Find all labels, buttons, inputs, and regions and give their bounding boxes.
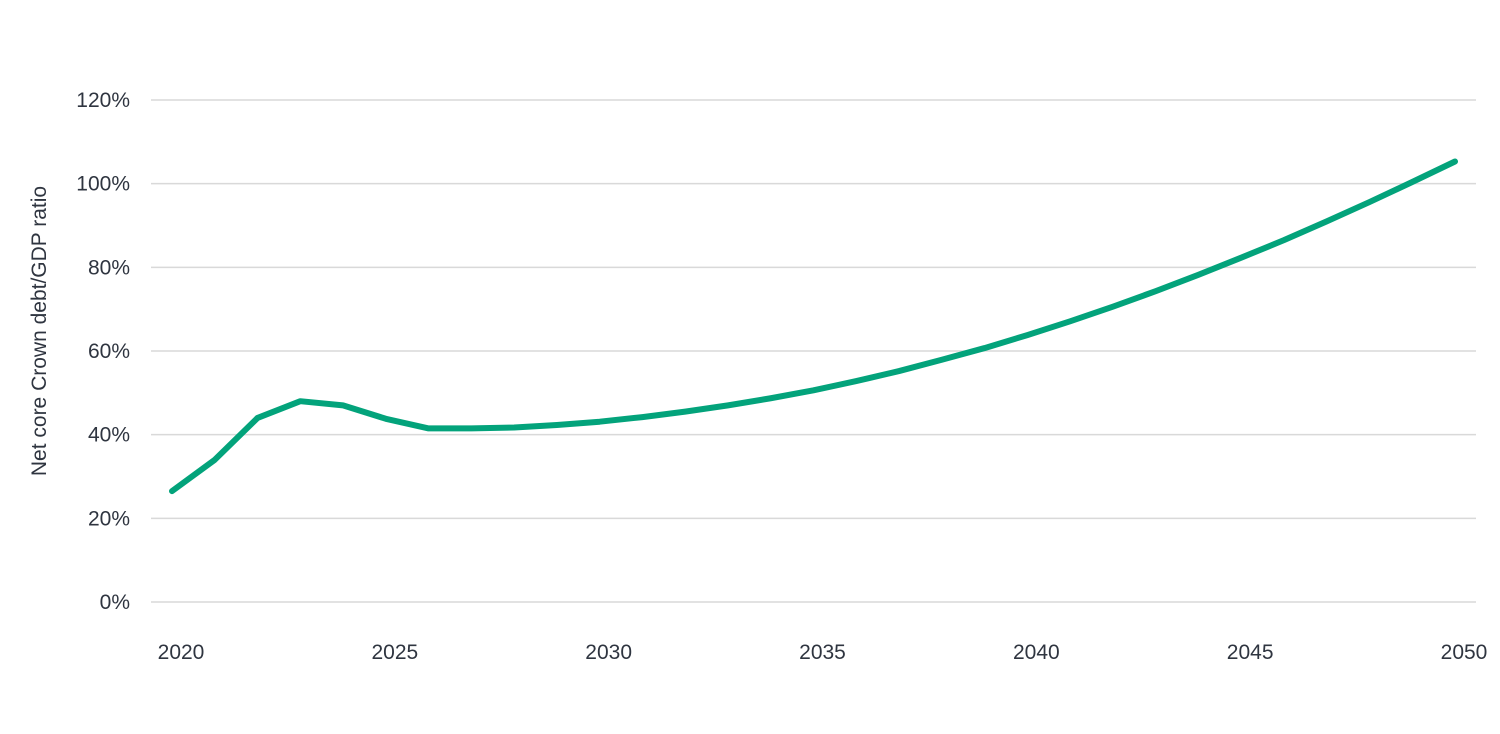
x-axis-tick-labels: 2020 2025 2030 2035 2040 2045 2050 bbox=[158, 641, 1488, 664]
x-tick-label: 2045 bbox=[1227, 641, 1274, 664]
x-tick-label: 2025 bbox=[371, 641, 418, 664]
series-lines bbox=[169, 158, 1458, 495]
gridlines bbox=[151, 99, 1476, 603]
y-tick-label: 100% bbox=[76, 173, 130, 196]
y-tick-label: 40% bbox=[88, 424, 130, 447]
x-tick-label: 2050 bbox=[1441, 641, 1488, 664]
x-tick-label: 2040 bbox=[1013, 641, 1060, 664]
x-tick-label: 2030 bbox=[585, 641, 632, 664]
series-line-0 bbox=[169, 158, 1458, 495]
y-tick-label: 80% bbox=[88, 256, 130, 279]
y-tick-label: 120% bbox=[76, 89, 130, 112]
x-tick-label: 2020 bbox=[158, 641, 205, 664]
y-axis-title: Net core Crown debt/GDP ratio bbox=[28, 186, 51, 476]
y-tick-label: 20% bbox=[88, 507, 130, 530]
y-axis-tick-labels: 0% 20% 40% 60% 80% 100% 120% bbox=[76, 89, 130, 614]
x-tick-label: 2035 bbox=[799, 641, 846, 664]
y-tick-label: 0% bbox=[100, 591, 130, 614]
y-tick-label: 60% bbox=[88, 340, 130, 363]
